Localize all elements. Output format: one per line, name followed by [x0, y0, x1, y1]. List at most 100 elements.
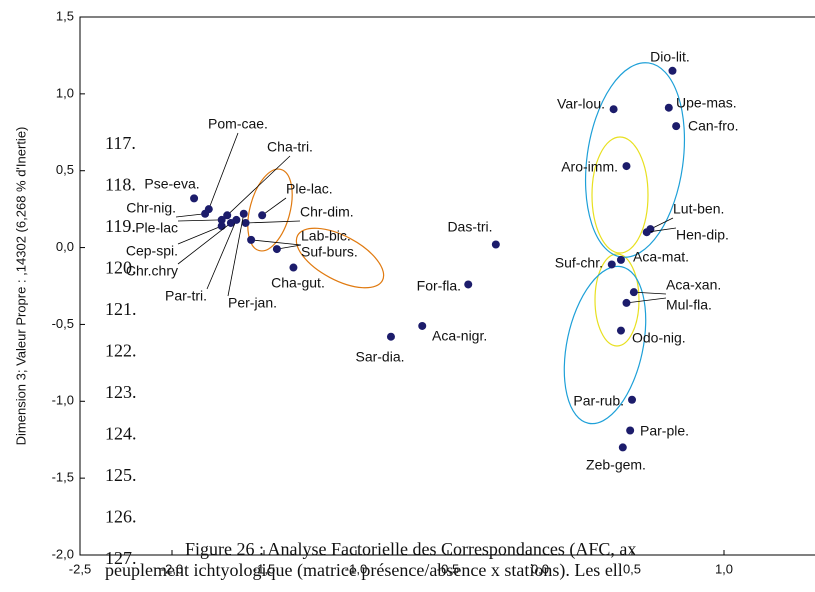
line-number: 121. [105, 299, 137, 319]
line-number: 122. [105, 341, 137, 361]
point [609, 105, 618, 114]
leader-line [226, 155, 291, 216]
ellipse [563, 265, 647, 425]
point [272, 245, 281, 254]
line-number: 126. [105, 507, 137, 527]
point [622, 298, 631, 307]
y-tick-label: -1,0 [52, 393, 74, 408]
point-label: Lut-ben. [673, 201, 724, 217]
leader-line [276, 244, 302, 250]
point [607, 260, 616, 269]
leader-line [646, 227, 677, 233]
point [642, 228, 651, 237]
point-label: Mul-fla. [666, 297, 712, 313]
point [664, 103, 673, 112]
y-tick-label: -2,0 [52, 546, 74, 561]
x-tick-label: -1,5 [253, 561, 275, 576]
point [629, 288, 638, 297]
point [223, 211, 232, 220]
point-label: Pse-eva. [144, 176, 199, 192]
point-label: Odo-nig. [632, 330, 686, 346]
point-label: Cep-spi. [126, 243, 178, 259]
point-label: Par-tri. [165, 288, 207, 304]
leader-line [251, 239, 302, 246]
y-tick-label: -0,5 [52, 316, 74, 331]
point-label: Hen-dip. [676, 227, 729, 243]
point [217, 222, 226, 231]
x-tick-label: 0,5 [623, 561, 641, 576]
point-label: Aro-imm. [561, 159, 618, 175]
point-label: Aca-mat. [633, 249, 689, 265]
point-label: Sar-dia. [355, 349, 404, 365]
y-tick-label: -1,5 [52, 470, 74, 485]
ellipse [594, 253, 640, 347]
point [464, 280, 473, 289]
point [626, 426, 635, 435]
ellipse [591, 136, 649, 254]
point [668, 66, 677, 75]
point [241, 218, 250, 227]
point-label: Ple-lac [135, 220, 178, 236]
point [491, 240, 500, 249]
line-number: 124. [105, 424, 137, 444]
point [616, 255, 625, 264]
leader-line [261, 197, 287, 216]
line-number: 127. [105, 548, 137, 568]
y-tick-label: 1,5 [56, 8, 74, 23]
point-label: Ple-lac. [286, 181, 333, 197]
line-number: 120. [105, 258, 137, 278]
point-label: Aca-nigr. [432, 328, 487, 344]
point-label: Par-ple. [640, 423, 689, 439]
point-label: For-fla. [417, 278, 461, 294]
point [289, 263, 298, 272]
x-tick-label: 1,0 [715, 561, 733, 576]
point [618, 443, 627, 452]
leader-line [177, 219, 222, 222]
point [622, 162, 631, 171]
point [616, 326, 625, 335]
point-label: Das-tri. [447, 219, 492, 235]
point-label: Cha-tri. [267, 139, 313, 155]
y-tick-label: 1,0 [56, 85, 74, 100]
leader-line [177, 225, 222, 245]
point-label: Var-lou. [557, 96, 605, 112]
point [217, 215, 226, 224]
point [628, 395, 636, 404]
leader-line [227, 213, 245, 297]
y-tick-label: 0,5 [56, 162, 74, 177]
leader-line [206, 219, 237, 290]
leader-line [633, 291, 667, 295]
point-label: Pom-cae. [208, 116, 268, 132]
point-label: Can-fro. [688, 118, 739, 134]
point-label: Cha-gut. [271, 275, 325, 291]
point-label: Dio-lit. [650, 49, 690, 65]
point [201, 209, 210, 218]
point [672, 122, 681, 131]
point [258, 211, 267, 220]
line-number: 119. [105, 216, 136, 236]
point-label: Per-jan. [228, 295, 277, 311]
point-label: Suf-chr. [555, 255, 603, 271]
point-label: Par-rub. [573, 393, 624, 409]
point-label: Chr-dim. [300, 204, 354, 220]
point [418, 321, 427, 330]
point [239, 209, 248, 218]
plot-frame [79, 16, 815, 556]
x-tick-label: -0,5 [437, 561, 459, 576]
point [190, 194, 199, 203]
point-label: Suf-burs. [301, 244, 358, 260]
point [232, 215, 241, 224]
point-label: Chr-nig. [126, 200, 176, 216]
point [247, 235, 256, 244]
y-tick-label: 0,0 [56, 239, 74, 254]
y-axis-title: Dimension 3; Valeur Propre : ,14302 (6,2… [13, 127, 28, 446]
caption: Figure 26 : Analyse Factorielle des Corr… [185, 539, 636, 560]
line-number: 117. [105, 133, 136, 153]
point-label: Lab-bic. [301, 228, 351, 244]
x-tick-label: -2,5 [69, 561, 91, 576]
leader-line [650, 217, 674, 230]
x-tick-label: 0,0 [531, 561, 549, 576]
leader-line [177, 222, 232, 265]
x-tick-label: -1,0 [345, 561, 367, 576]
